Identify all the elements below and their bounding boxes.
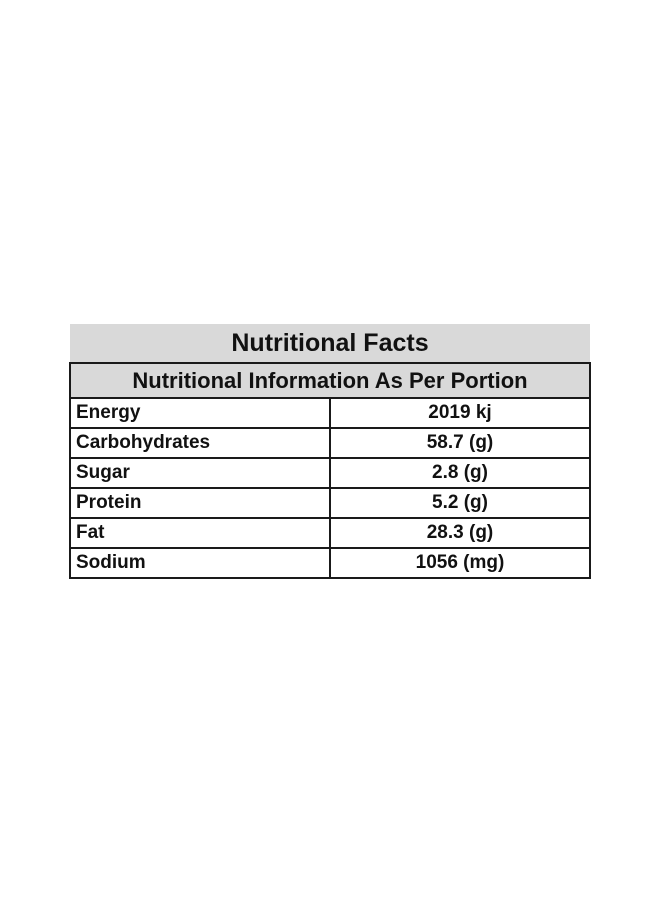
nutrient-value: 2019 kj xyxy=(330,398,591,429)
table-row: Carbohydrates 58.7 (g) xyxy=(69,428,591,459)
nutrient-value: 5.2 (g) xyxy=(330,488,591,519)
nutrient-value: 1056 (mg) xyxy=(330,548,591,579)
table-subtitle: Nutritional Information As Per Portion xyxy=(69,363,591,399)
nutrient-value: 28.3 (g) xyxy=(330,518,591,549)
table-row: Fat 28.3 (g) xyxy=(69,518,591,549)
nutrient-value: 2.8 (g) xyxy=(330,458,591,489)
title-row: Nutritional Facts xyxy=(70,324,590,364)
table-row: Protein 5.2 (g) xyxy=(69,488,591,519)
nutrient-name: Fat xyxy=(69,518,331,549)
table-row: Energy 2019 kj xyxy=(69,398,591,429)
nutrient-name: Protein xyxy=(69,488,331,519)
nutrient-name: Energy xyxy=(69,398,331,429)
nutrient-value: 58.7 (g) xyxy=(330,428,591,459)
table-row: Sodium 1056 (mg) xyxy=(69,548,591,579)
table-title: Nutritional Facts xyxy=(70,324,590,364)
nutrient-name: Carbohydrates xyxy=(69,428,331,459)
table-row: Sugar 2.8 (g) xyxy=(69,458,591,489)
nutrition-facts-table: Nutritional Facts Nutritional Informatio… xyxy=(69,324,591,579)
nutrient-name: Sugar xyxy=(69,458,331,489)
subtitle-row: Nutritional Information As Per Portion xyxy=(69,363,591,399)
nutrient-name: Sodium xyxy=(69,548,331,579)
